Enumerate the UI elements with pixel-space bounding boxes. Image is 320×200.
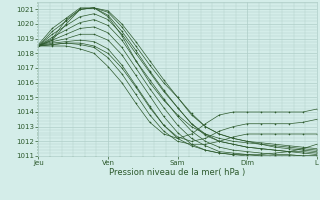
X-axis label: Pression niveau de la mer( hPa ): Pression niveau de la mer( hPa ): [109, 168, 246, 177]
